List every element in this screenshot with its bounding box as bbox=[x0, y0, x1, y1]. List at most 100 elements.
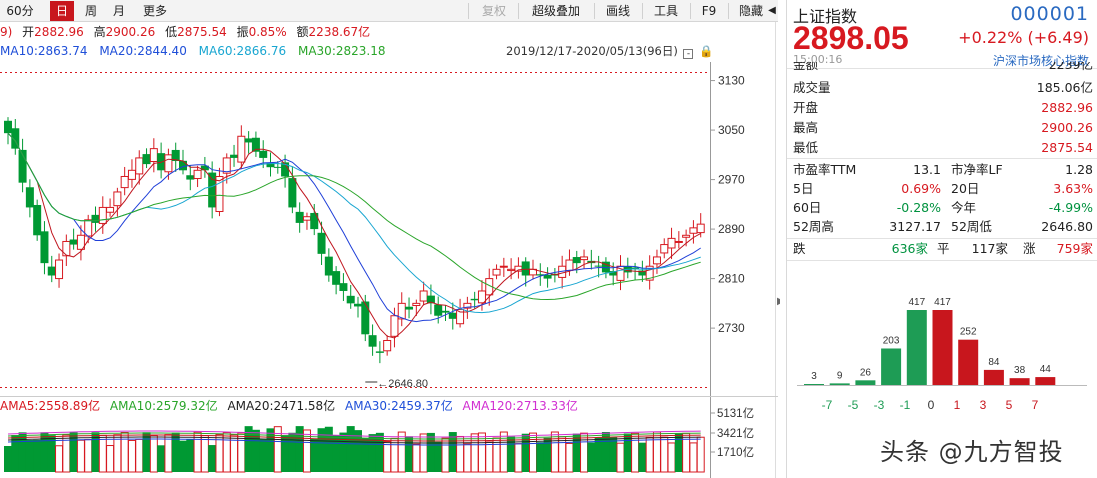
volume-bar bbox=[375, 432, 384, 472]
volume-tick-label: 3421亿 bbox=[717, 427, 754, 440]
distribution-count: 38 bbox=[1014, 365, 1026, 376]
volume-bar bbox=[324, 426, 333, 472]
ma5-line bbox=[7, 132, 701, 339]
draw-line-button[interactable]: 画线 bbox=[605, 4, 630, 18]
ama120-line bbox=[7, 430, 701, 438]
stat-row: 52周高 3127.17 52周低 2646.80 bbox=[793, 217, 1093, 236]
candle-body bbox=[332, 271, 341, 285]
volume-bar bbox=[142, 432, 151, 472]
tab-month[interactable]: 月 bbox=[112, 4, 125, 18]
volume-bar bbox=[339, 432, 348, 472]
volume-bar bbox=[361, 438, 370, 472]
distribution-axis-label: 7 bbox=[1032, 398, 1039, 412]
f9-button[interactable]: F9 bbox=[701, 4, 717, 18]
volume-bar bbox=[507, 436, 516, 472]
distribution-bar bbox=[906, 310, 927, 385]
volume-bar bbox=[18, 432, 27, 472]
volume-bar bbox=[354, 430, 362, 472]
market-breadth: 跌 636家 平 117家 涨 759家 bbox=[793, 241, 1093, 256]
super-overlay-button[interactable]: 超级叠加 bbox=[531, 4, 580, 18]
stat-label: 60日 bbox=[793, 200, 822, 215]
toolbar-divider bbox=[642, 3, 643, 19]
distribution-bar bbox=[1009, 378, 1030, 385]
ama5-line bbox=[7, 434, 701, 442]
toolbar-divider bbox=[728, 3, 729, 19]
candle-body bbox=[222, 157, 231, 174]
amount-value: 2238.67亿 bbox=[308, 25, 371, 39]
candle-body bbox=[368, 335, 377, 347]
volume-bar bbox=[514, 443, 523, 473]
flat-count: 117家 bbox=[971, 241, 1008, 256]
volume-bar bbox=[543, 437, 552, 472]
tab-day[interactable]: 日 bbox=[50, 1, 74, 21]
distribution-axis-label: -3 bbox=[874, 398, 885, 412]
ma10-line bbox=[7, 132, 701, 323]
volume-bar bbox=[120, 431, 129, 473]
candle-body bbox=[696, 223, 705, 234]
ma30-line bbox=[7, 132, 701, 301]
hide-button[interactable]: 隐藏 bbox=[738, 4, 763, 18]
row-open: 开盘 2882.96 bbox=[793, 100, 1093, 115]
volume-bar bbox=[638, 442, 647, 472]
candle-body bbox=[682, 234, 691, 238]
volume-bar bbox=[412, 443, 421, 473]
minus-icon[interactable]: - bbox=[683, 49, 694, 59]
ama30-line bbox=[7, 438, 701, 446]
lock-icon[interactable]: 🔒 bbox=[699, 44, 714, 58]
candle-body bbox=[689, 227, 698, 234]
distribution-bar bbox=[881, 348, 902, 385]
volume-bar bbox=[390, 437, 399, 473]
tab-week[interactable]: 周 bbox=[84, 4, 97, 18]
ama20-line bbox=[7, 436, 701, 444]
price-tick-label: 2730 bbox=[718, 321, 745, 335]
candle-body bbox=[470, 298, 479, 301]
open-value: 2882.96 bbox=[34, 25, 84, 39]
candle-body bbox=[251, 137, 260, 152]
stat-value: 0.69% bbox=[901, 181, 941, 196]
volume-bar bbox=[84, 439, 93, 473]
quote-panel: 上证指数 000001 2898.05 +0.22% (+6.49) 15:00… bbox=[786, 0, 1097, 478]
candle-body bbox=[149, 148, 158, 162]
candle-body bbox=[412, 302, 421, 307]
volume-tick-label: 1710亿 bbox=[717, 446, 754, 459]
volume-bar bbox=[76, 439, 85, 473]
tab-60min[interactable]: 60分 bbox=[6, 4, 34, 18]
distribution-axis-label: 3 bbox=[980, 398, 987, 412]
low-value: 2875.54 bbox=[177, 25, 227, 39]
volume-bar bbox=[106, 445, 115, 473]
quote-time: 15:00:16 bbox=[793, 53, 843, 66]
distribution-count: 9 bbox=[837, 370, 843, 381]
distribution-axis-label: -7 bbox=[822, 398, 833, 412]
adjust-button[interactable]: 复权 bbox=[481, 4, 506, 18]
volume-bar bbox=[186, 439, 195, 472]
volume-bar bbox=[251, 429, 260, 472]
candle-body bbox=[135, 157, 144, 175]
volume-bar bbox=[244, 426, 253, 472]
distribution-axis-label: 0 bbox=[928, 398, 935, 412]
candle-body bbox=[25, 187, 34, 208]
ma60-label: MA60:2866.76 bbox=[198, 44, 287, 58]
distribution-bar bbox=[804, 384, 824, 385]
toolbar-divider bbox=[518, 3, 519, 19]
stat-label: 市净率LF bbox=[951, 162, 1003, 177]
volume-bar bbox=[405, 436, 414, 472]
volume-bar bbox=[572, 433, 581, 472]
distribution-bar bbox=[932, 310, 953, 385]
volume-bar bbox=[69, 432, 78, 472]
candle-body bbox=[405, 306, 414, 310]
core-index-link[interactable]: 沪深市场核心指数 bbox=[992, 54, 1089, 68]
candle-body bbox=[667, 237, 676, 249]
candle-body bbox=[47, 266, 56, 276]
candle-body bbox=[456, 309, 465, 325]
date-range[interactable]: 2019/12/17-2020/05/13(96日) - 🔒 bbox=[506, 44, 714, 59]
price-tick-label: 2970 bbox=[718, 173, 745, 187]
kline-chart[interactable]: ▶ 3130 3050 2970 2890 2810 2730 ←2646.80 5131亿 34… bbox=[0, 0, 780, 478]
candle-body bbox=[565, 259, 574, 272]
tab-more[interactable]: 更多 bbox=[142, 4, 167, 18]
distribution-bar bbox=[958, 339, 979, 385]
tools-button[interactable]: 工具 bbox=[653, 4, 678, 18]
ama5-label: AMA5:2558.89亿 bbox=[0, 399, 101, 413]
chevron-left-icon[interactable]: ◀ bbox=[768, 5, 776, 16]
volume-bar bbox=[631, 432, 640, 473]
distribution-axis-label: -1 bbox=[900, 398, 911, 412]
